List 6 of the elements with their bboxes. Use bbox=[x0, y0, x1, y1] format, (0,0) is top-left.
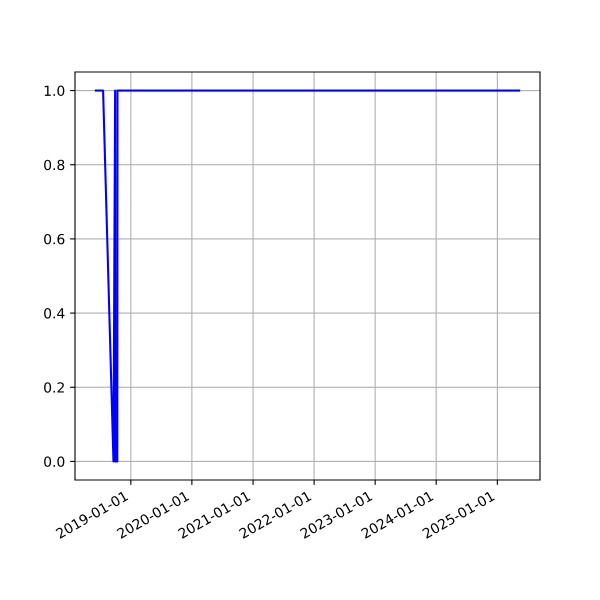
y-tick-label: 0.2 bbox=[44, 382, 64, 393]
y-tick-label: 0.8 bbox=[44, 160, 64, 170]
y-tick-label: 0.6 bbox=[44, 234, 64, 244]
y-tick-label: 1.0 bbox=[44, 86, 64, 96]
y-tick-label: 0.0 bbox=[44, 456, 64, 467]
y-tick-label: 0.4 bbox=[44, 308, 64, 319]
